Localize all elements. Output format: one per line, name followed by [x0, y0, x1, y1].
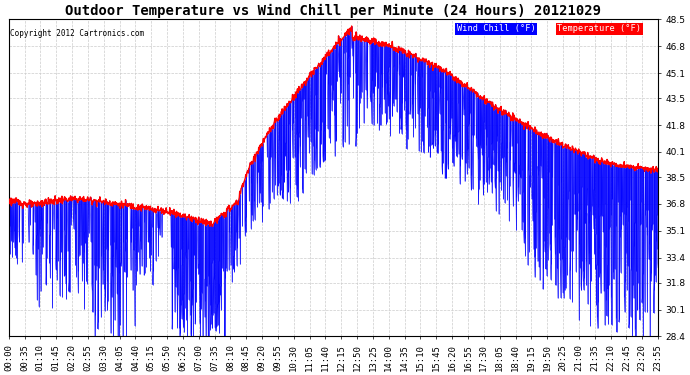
Text: Temperature (°F): Temperature (°F)	[558, 24, 642, 33]
Text: Wind Chill (°F): Wind Chill (°F)	[457, 24, 535, 33]
Title: Outdoor Temperature vs Wind Chill per Minute (24 Hours) 20121029: Outdoor Temperature vs Wind Chill per Mi…	[66, 4, 602, 18]
Text: Copyright 2012 Cartronics.com: Copyright 2012 Cartronics.com	[10, 29, 144, 38]
